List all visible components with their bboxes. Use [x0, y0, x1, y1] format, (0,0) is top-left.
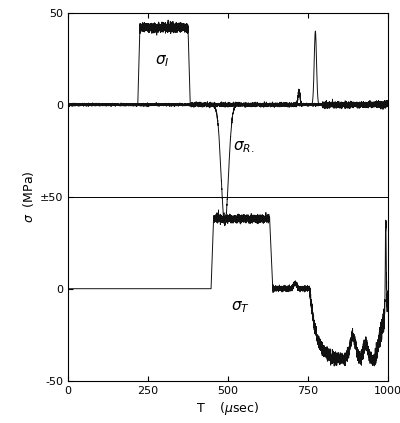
- Y-axis label: $\sigma$  (MPa): $\sigma$ (MPa): [20, 170, 36, 223]
- Text: $\sigma_R$$_.$: $\sigma_R$$_.$: [233, 140, 255, 155]
- X-axis label: T    ($\mu$sec): T ($\mu$sec): [196, 400, 260, 417]
- Text: $\sigma_I$: $\sigma_I$: [155, 53, 170, 69]
- Text: $\sigma_T$: $\sigma_T$: [231, 300, 250, 316]
